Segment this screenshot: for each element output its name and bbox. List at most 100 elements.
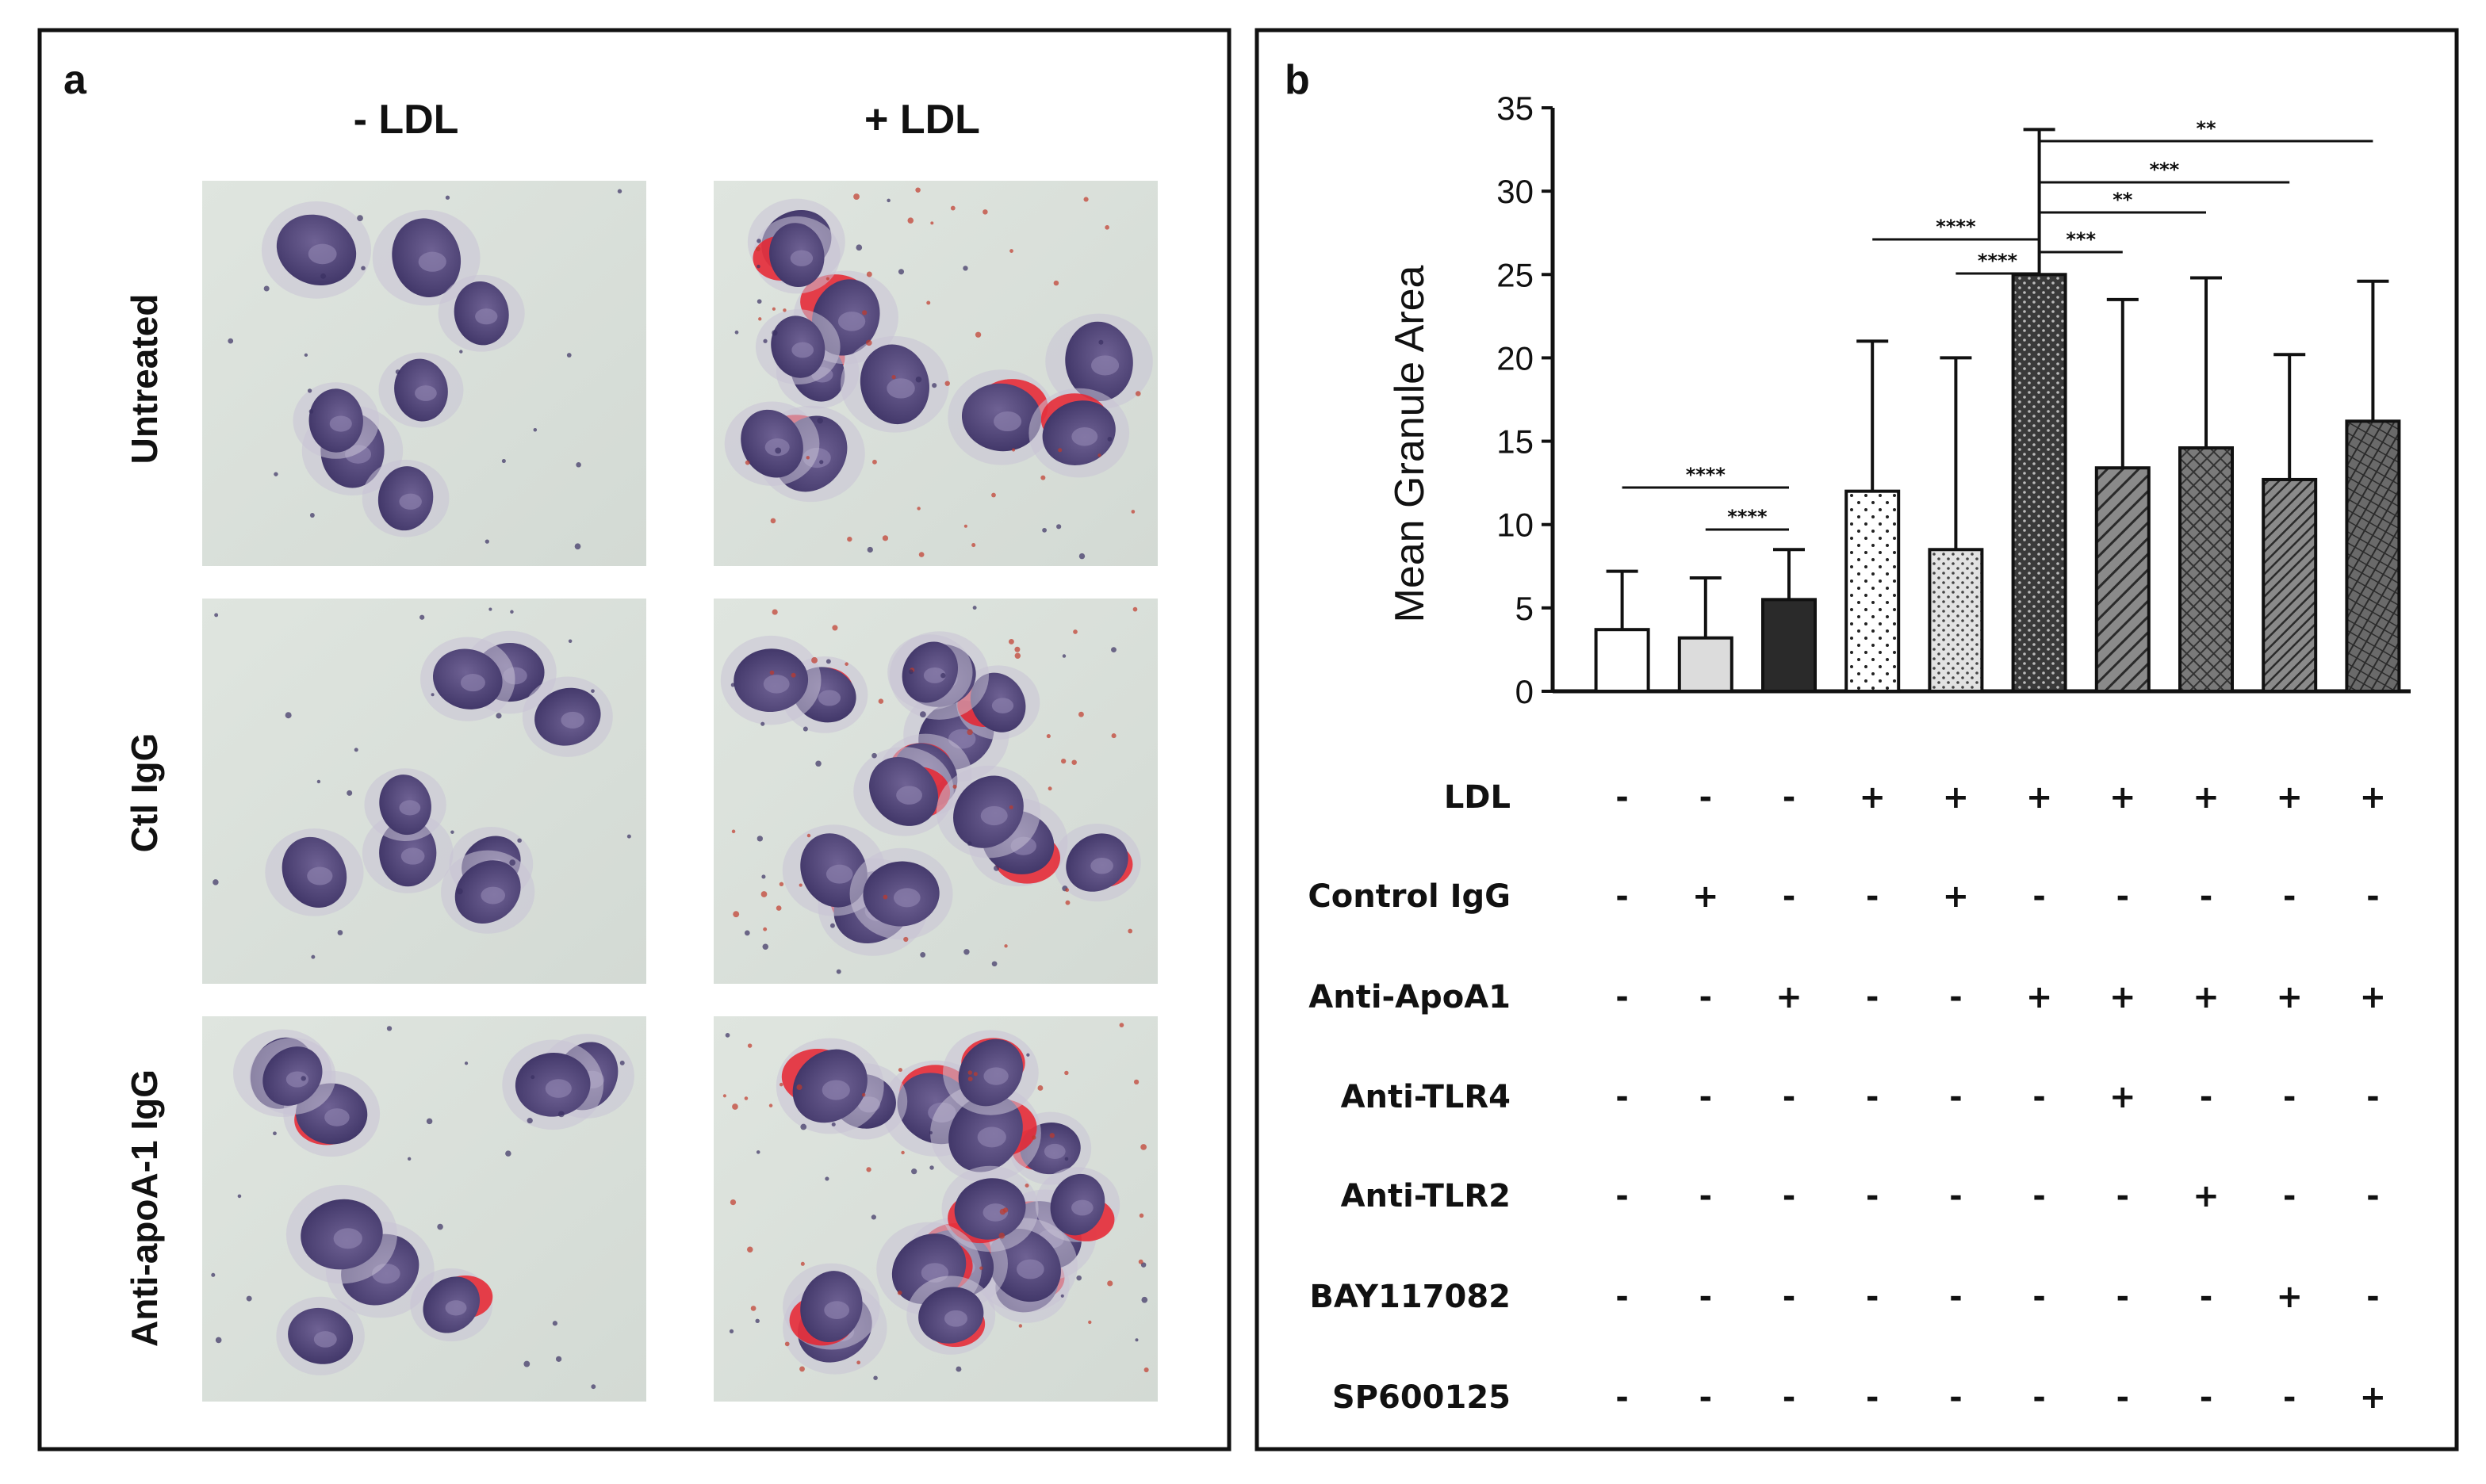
treatment-table: LDL - - - + + + + + + + Control IgG - + - - + - - - - - Anti-A… bbox=[1308, 779, 2386, 1416]
treatment-sign: - bbox=[1949, 1379, 1963, 1416]
treatment-sign: - bbox=[2366, 1178, 2380, 1214]
y-tick-label: 10 bbox=[1496, 507, 1534, 544]
treatment-sign: - bbox=[1949, 979, 1963, 1015]
y-tick-label: 35 bbox=[1496, 90, 1534, 127]
panel-a-border bbox=[37, 28, 1232, 1451]
treatment-label: Anti-TLR2 bbox=[1341, 1178, 1511, 1214]
treatment-sign: - bbox=[2366, 1279, 2380, 1315]
treatment-sign: - bbox=[2283, 1379, 2296, 1416]
significance-label: **** bbox=[1686, 464, 1726, 486]
y-axis-label: Mean Granule Area bbox=[1387, 265, 1433, 622]
significance-label: *** bbox=[2150, 159, 2180, 181]
treatment-sign: - bbox=[1866, 1178, 1879, 1214]
treatment-sign: - bbox=[2032, 1178, 2046, 1214]
treatment-sign: - bbox=[2200, 1279, 2213, 1315]
treatment-label: SP600125 bbox=[1332, 1379, 1511, 1416]
column-header-plus-ldl: + LDL bbox=[864, 97, 980, 143]
column-header-minus-ldl: - LDL bbox=[354, 97, 459, 143]
treatment-sign: - bbox=[2032, 1279, 2046, 1315]
bar-7 bbox=[2094, 466, 2151, 694]
row-label-anti-apoa1-igg: Anti-apoA-1 IgG bbox=[124, 1069, 165, 1347]
treatment-sign: - bbox=[1949, 1178, 1963, 1214]
treatment-sign: - bbox=[1783, 779, 1796, 816]
significance-label: **** bbox=[1936, 216, 1976, 238]
treatment-sign: - bbox=[1949, 1079, 1963, 1115]
bar-4 bbox=[1844, 489, 1901, 694]
micrograph-2-2 bbox=[714, 599, 1158, 984]
treatment-sign: - bbox=[1615, 979, 1629, 1015]
treatment-sign: - bbox=[1866, 1379, 1879, 1416]
treatment-sign: + bbox=[1859, 779, 1886, 816]
treatment-sign: - bbox=[2116, 878, 2129, 915]
treatment-sign: - bbox=[1699, 1178, 1712, 1214]
treatment-sign: - bbox=[2200, 1379, 2213, 1416]
panel-a-label: a bbox=[63, 57, 87, 103]
treatment-sign: + bbox=[2026, 979, 2053, 1015]
treatment-sign: - bbox=[2283, 1079, 2296, 1115]
treatment-sign: - bbox=[2366, 878, 2380, 915]
treatment-label: BAY117082 bbox=[1309, 1279, 1511, 1315]
micrograph-1-1 bbox=[202, 181, 646, 566]
treatment-sign: - bbox=[2032, 1379, 2046, 1416]
panel-b-label: b bbox=[1285, 57, 1310, 103]
treatment-sign: - bbox=[2200, 878, 2213, 915]
treatment-sign: - bbox=[2283, 878, 2296, 915]
treatment-sign: + bbox=[2109, 1079, 2136, 1115]
treatment-sign: - bbox=[1699, 1279, 1712, 1315]
bar-2 bbox=[1677, 636, 1733, 693]
treatment-sign: + bbox=[2360, 1379, 2387, 1416]
micrograph-grid bbox=[202, 181, 1158, 1402]
treatment-sign: - bbox=[1615, 1379, 1629, 1416]
treatment-sign: + bbox=[2276, 1279, 2303, 1315]
treatment-sign: + bbox=[2193, 779, 2220, 816]
treatment-label: Anti-TLR4 bbox=[1341, 1079, 1511, 1115]
treatment-sign: - bbox=[1866, 878, 1879, 915]
row-label-untreated: Untreated bbox=[124, 294, 165, 465]
treatment-sign: - bbox=[1699, 1379, 1712, 1416]
treatment-sign: - bbox=[2116, 1178, 2129, 1214]
bar-8 bbox=[2178, 446, 2234, 693]
treatment-sign: - bbox=[1783, 878, 1796, 915]
treatment-sign: - bbox=[1699, 779, 1712, 816]
treatment-sign: + bbox=[2026, 779, 2053, 816]
treatment-sign: - bbox=[2116, 1379, 2129, 1416]
treatment-sign: + bbox=[1943, 878, 1970, 915]
significance-label: ** bbox=[2113, 189, 2133, 211]
treatment-sign: - bbox=[1699, 979, 1712, 1015]
treatment-label: Anti-ApoA1 bbox=[1308, 979, 1511, 1015]
treatment-sign: + bbox=[1775, 979, 1802, 1015]
treatment-sign: + bbox=[1943, 779, 1970, 816]
bar-1 bbox=[1594, 628, 1650, 693]
micrograph-3-1 bbox=[202, 1016, 646, 1402]
bar-5 bbox=[1928, 548, 1984, 693]
treatment-sign: + bbox=[2109, 779, 2136, 816]
significance-label: *** bbox=[2066, 228, 2096, 251]
treatment-sign: + bbox=[2193, 979, 2220, 1015]
treatment-sign: - bbox=[1949, 1279, 1963, 1315]
treatment-sign: + bbox=[2109, 979, 2136, 1015]
treatment-sign: - bbox=[2032, 878, 2046, 915]
y-tick-label: 5 bbox=[1515, 590, 1534, 627]
treatment-sign: - bbox=[1866, 979, 1879, 1015]
bar-6 bbox=[2011, 273, 2067, 693]
treatment-sign: - bbox=[2366, 1079, 2380, 1115]
treatment-sign: - bbox=[1615, 1279, 1629, 1315]
bar-10 bbox=[2345, 419, 2401, 694]
row-label-ctl-igg: Ctl IgG bbox=[124, 733, 165, 853]
treatment-sign: + bbox=[2276, 979, 2303, 1015]
treatment-sign: + bbox=[2360, 779, 2387, 816]
micrograph-1-2 bbox=[714, 181, 1158, 566]
treatment-sign: - bbox=[1615, 1079, 1629, 1115]
treatment-sign: - bbox=[1783, 1079, 1796, 1115]
treatment-sign: - bbox=[1699, 1079, 1712, 1115]
y-tick-label: 20 bbox=[1496, 339, 1534, 377]
bar-3 bbox=[1761, 598, 1817, 693]
significance-label: **** bbox=[1727, 506, 1768, 528]
y-tick-label: 15 bbox=[1496, 423, 1534, 461]
treatment-sign: + bbox=[2276, 779, 2303, 816]
treatment-sign: - bbox=[1866, 1279, 1879, 1315]
treatment-sign: - bbox=[2283, 1178, 2296, 1214]
treatment-sign: - bbox=[1783, 1178, 1796, 1214]
treatment-sign: - bbox=[1783, 1379, 1796, 1416]
